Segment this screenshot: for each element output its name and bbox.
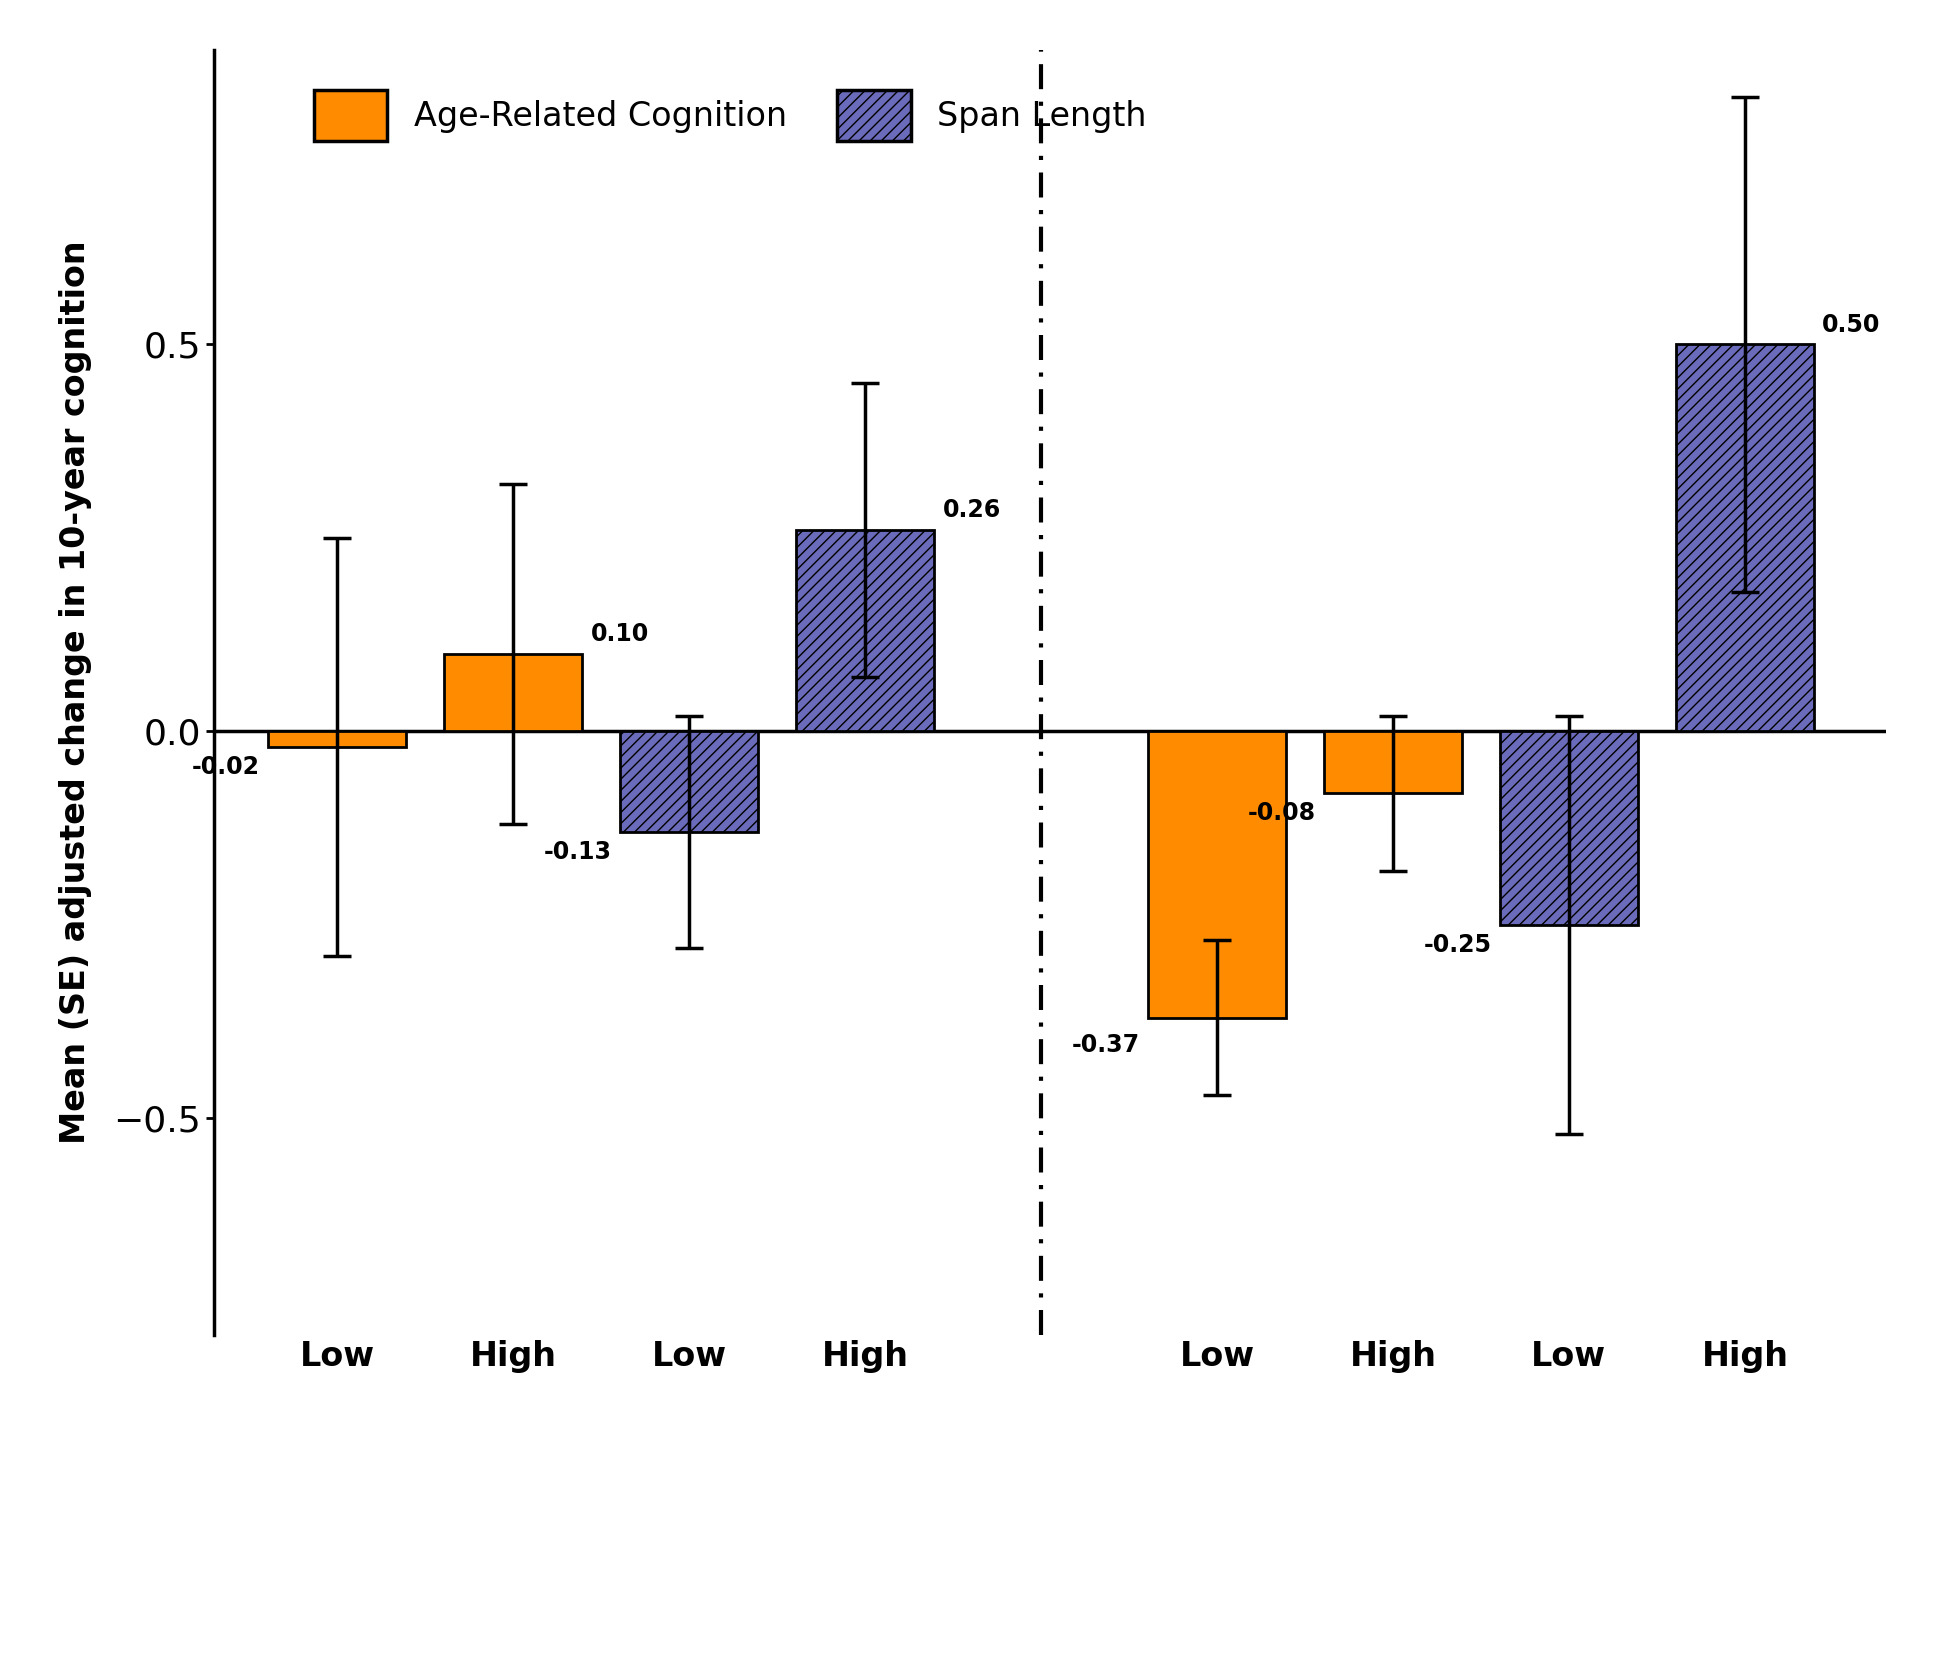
Bar bbox=[1676, 344, 1814, 731]
Bar bbox=[268, 731, 406, 746]
Bar bbox=[1324, 731, 1462, 793]
Bar bbox=[445, 654, 581, 731]
Bar bbox=[620, 731, 758, 831]
Text: 0.50: 0.50 bbox=[1822, 312, 1880, 337]
Text: -0.37: -0.37 bbox=[1071, 1033, 1139, 1056]
Text: -0.08: -0.08 bbox=[1248, 801, 1316, 824]
Text: 0.10: 0.10 bbox=[591, 623, 649, 646]
Text: 0.26: 0.26 bbox=[943, 499, 1001, 522]
Text: -0.25: -0.25 bbox=[1423, 933, 1491, 956]
Bar bbox=[797, 531, 933, 731]
Text: -0.02: -0.02 bbox=[192, 754, 260, 778]
Text: -0.13: -0.13 bbox=[544, 840, 612, 865]
Bar bbox=[1149, 731, 1285, 1018]
Bar bbox=[1501, 731, 1637, 925]
Legend: Age-Related Cognition, Span Length: Age-Related Cognition, Span Length bbox=[297, 73, 1163, 159]
Y-axis label: Mean (SE) adjusted change in 10-year cognition: Mean (SE) adjusted change in 10-year cog… bbox=[58, 240, 91, 1145]
